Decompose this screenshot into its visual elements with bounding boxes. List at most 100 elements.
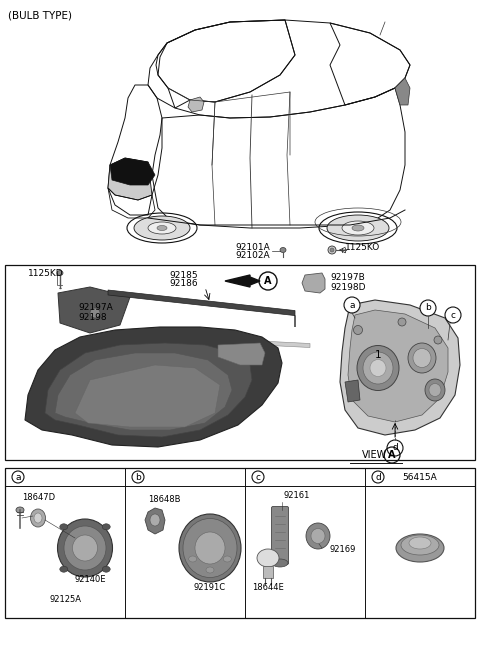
Ellipse shape: [353, 325, 362, 334]
Ellipse shape: [396, 534, 444, 562]
Polygon shape: [218, 343, 265, 365]
Ellipse shape: [58, 519, 112, 577]
Ellipse shape: [398, 318, 406, 326]
Text: A: A: [264, 276, 272, 286]
Text: 92140E: 92140E: [74, 576, 106, 585]
Ellipse shape: [306, 523, 330, 549]
Text: 92186: 92186: [169, 279, 198, 288]
Text: 92101A: 92101A: [235, 244, 270, 252]
Circle shape: [12, 471, 24, 483]
Text: 18648B: 18648B: [148, 495, 180, 505]
Ellipse shape: [16, 507, 24, 513]
Ellipse shape: [102, 566, 110, 572]
Polygon shape: [145, 508, 165, 534]
Ellipse shape: [189, 556, 197, 562]
Ellipse shape: [150, 514, 160, 526]
Circle shape: [445, 307, 461, 323]
Ellipse shape: [363, 352, 393, 384]
Ellipse shape: [280, 248, 286, 252]
Text: 92185: 92185: [169, 271, 198, 279]
Polygon shape: [225, 275, 260, 287]
Ellipse shape: [223, 556, 231, 562]
Polygon shape: [188, 97, 204, 112]
Text: 92125A: 92125A: [49, 595, 81, 604]
Text: 1: 1: [375, 350, 381, 360]
Ellipse shape: [434, 336, 442, 344]
Text: c: c: [255, 472, 261, 482]
Text: b: b: [425, 304, 431, 313]
Text: 92197B: 92197B: [330, 273, 365, 281]
Polygon shape: [25, 327, 282, 447]
Ellipse shape: [272, 559, 288, 567]
Ellipse shape: [408, 343, 436, 373]
Ellipse shape: [370, 359, 386, 376]
Ellipse shape: [342, 221, 374, 235]
Polygon shape: [108, 290, 295, 327]
Text: 92191C: 92191C: [194, 583, 226, 593]
Ellipse shape: [195, 532, 225, 564]
Ellipse shape: [429, 384, 441, 397]
Polygon shape: [75, 365, 220, 427]
FancyBboxPatch shape: [263, 566, 273, 578]
Polygon shape: [110, 158, 155, 185]
Ellipse shape: [425, 379, 445, 401]
Circle shape: [90, 308, 100, 318]
Ellipse shape: [409, 537, 431, 549]
Ellipse shape: [352, 225, 364, 231]
Polygon shape: [55, 353, 232, 430]
Ellipse shape: [357, 346, 399, 390]
Text: A: A: [388, 450, 396, 460]
Text: 92198: 92198: [78, 313, 107, 321]
Circle shape: [372, 471, 384, 483]
Text: 92197A: 92197A: [78, 302, 113, 311]
Text: d: d: [392, 443, 398, 453]
Circle shape: [420, 300, 436, 316]
Polygon shape: [108, 158, 152, 200]
Ellipse shape: [183, 518, 237, 578]
Text: 1125KO: 1125KO: [345, 244, 380, 252]
Text: 92161: 92161: [283, 491, 310, 501]
Ellipse shape: [31, 509, 46, 527]
Circle shape: [330, 248, 334, 252]
Ellipse shape: [327, 215, 389, 241]
Circle shape: [132, 471, 144, 483]
Text: 1125KD: 1125KD: [28, 269, 64, 277]
FancyBboxPatch shape: [272, 507, 288, 564]
Ellipse shape: [148, 222, 176, 234]
Ellipse shape: [57, 271, 63, 275]
Text: d: d: [375, 472, 381, 482]
Text: 92169: 92169: [330, 545, 356, 555]
Text: (BULB TYPE): (BULB TYPE): [8, 10, 72, 20]
Text: c: c: [451, 311, 456, 319]
Circle shape: [344, 297, 360, 313]
Text: 18644E: 18644E: [252, 583, 284, 593]
Ellipse shape: [311, 528, 325, 543]
Ellipse shape: [179, 514, 241, 582]
Polygon shape: [140, 335, 310, 348]
Polygon shape: [45, 343, 252, 437]
Text: 92198D: 92198D: [330, 283, 365, 292]
Text: 18647D: 18647D: [22, 493, 55, 503]
Ellipse shape: [413, 348, 431, 367]
Polygon shape: [348, 310, 448, 422]
Ellipse shape: [206, 567, 214, 573]
Ellipse shape: [102, 524, 110, 530]
Text: VIEW: VIEW: [362, 450, 387, 460]
Ellipse shape: [157, 225, 167, 231]
Text: a: a: [15, 472, 21, 482]
Polygon shape: [340, 300, 460, 435]
Text: 56415A: 56415A: [403, 472, 437, 482]
Circle shape: [328, 246, 336, 254]
Polygon shape: [58, 287, 130, 333]
Ellipse shape: [72, 535, 97, 561]
Ellipse shape: [64, 526, 106, 570]
Polygon shape: [395, 78, 410, 105]
Polygon shape: [302, 273, 325, 293]
Text: 92102A: 92102A: [235, 250, 270, 260]
Ellipse shape: [401, 535, 439, 555]
Ellipse shape: [134, 216, 190, 240]
Ellipse shape: [34, 513, 42, 523]
Ellipse shape: [60, 566, 68, 572]
Ellipse shape: [257, 549, 279, 567]
Text: a: a: [349, 300, 355, 309]
